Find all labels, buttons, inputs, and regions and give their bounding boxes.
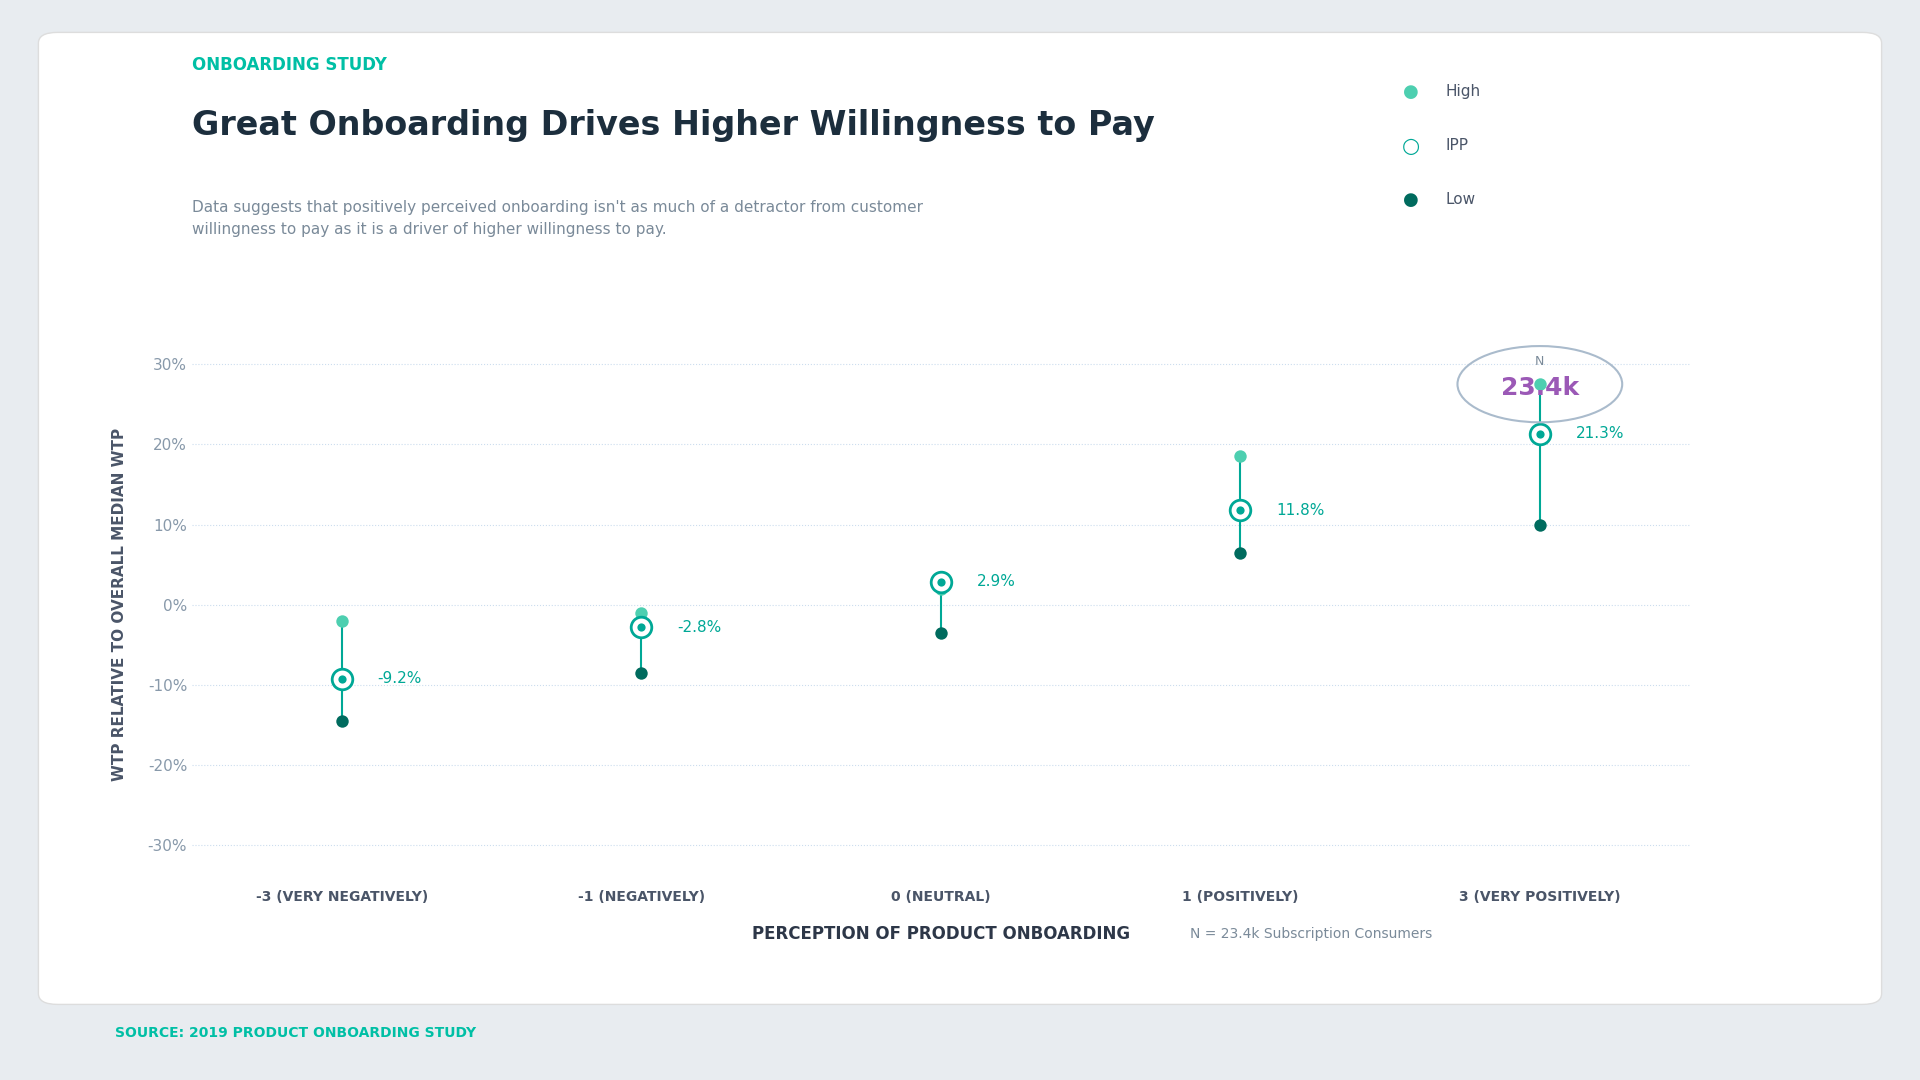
Point <box>925 572 956 590</box>
Text: 2.9%: 2.9% <box>977 575 1016 589</box>
Text: SOURCE: 2019 PRODUCT ONBOARDING STUDY: SOURCE: 2019 PRODUCT ONBOARDING STUDY <box>115 1026 476 1040</box>
Point <box>1524 376 1555 393</box>
Text: ONBOARDING STUDY: ONBOARDING STUDY <box>192 56 386 75</box>
Text: IPP: IPP <box>1446 138 1469 153</box>
Y-axis label: WTP RELATIVE TO OVERALL MEDIAN WTP: WTP RELATIVE TO OVERALL MEDIAN WTP <box>111 429 127 781</box>
Point <box>326 670 357 687</box>
Point <box>626 664 657 681</box>
Point <box>1225 501 1256 518</box>
Point <box>626 619 657 636</box>
Text: Data suggests that positively perceived onboarding isn't as much of a detractor : Data suggests that positively perceived … <box>192 200 924 237</box>
Text: ●: ● <box>1404 83 1419 100</box>
Point <box>326 612 357 630</box>
Point <box>626 619 657 636</box>
Text: N: N <box>1536 355 1544 368</box>
Text: -2.8%: -2.8% <box>678 620 722 635</box>
Point <box>925 580 956 597</box>
Point <box>326 670 357 687</box>
Point <box>1524 426 1555 443</box>
Point <box>1225 448 1256 465</box>
Text: 11.8%: 11.8% <box>1277 502 1325 517</box>
Point <box>1225 544 1256 562</box>
Text: ○: ○ <box>1402 136 1421 156</box>
Point <box>925 624 956 642</box>
Text: Low: Low <box>1446 192 1476 207</box>
Point <box>626 604 657 621</box>
Text: 21.3%: 21.3% <box>1576 427 1624 442</box>
Point <box>1225 501 1256 518</box>
Point <box>326 713 357 730</box>
Text: N = 23.4k Subscription Consumers: N = 23.4k Subscription Consumers <box>1190 928 1432 941</box>
Point <box>1524 516 1555 534</box>
Text: -9.2%: -9.2% <box>378 671 422 686</box>
Point <box>925 572 956 590</box>
X-axis label: PERCEPTION OF PRODUCT ONBOARDING: PERCEPTION OF PRODUCT ONBOARDING <box>753 926 1129 943</box>
Text: Great Onboarding Drives Higher Willingness to Pay: Great Onboarding Drives Higher Willingne… <box>192 109 1154 141</box>
Text: ●: ● <box>1404 191 1419 208</box>
Text: High: High <box>1446 84 1480 99</box>
Point <box>1524 426 1555 443</box>
Text: 23.4k: 23.4k <box>1501 376 1578 401</box>
